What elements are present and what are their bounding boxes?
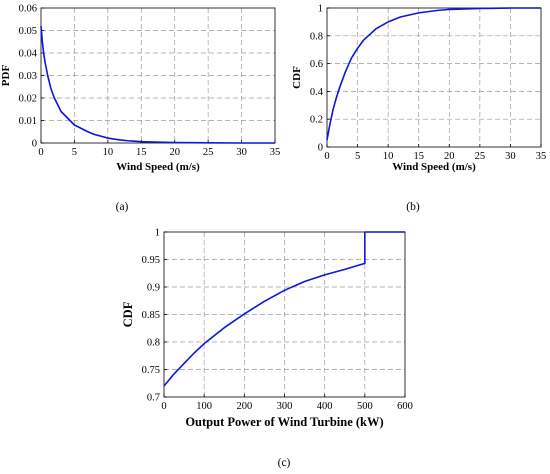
chart-c-xtick-label: 400	[317, 401, 333, 412]
chart-a-xtick-label: 10	[103, 147, 114, 158]
chart-a-xtick-label: 25	[203, 147, 214, 158]
chart-b-xtick-label: 25	[475, 151, 486, 162]
chart-b-series-line	[326, 7, 541, 141]
chart-a-pdf: 0 5 10 15 20 25 30 35 0 0.01 0.02 0.03 0.04 0.05 0.06 W…	[0, 4, 280, 214]
chart-a-xtick-label: 5	[72, 147, 77, 158]
chart-a-series-line	[40, 25, 275, 144]
chart-c-series-line	[163, 231, 405, 387]
chart-b-xtick-label: 20	[444, 151, 455, 162]
chart-c-xlabel: Output Power of Wind Turbine (kW)	[185, 415, 383, 429]
chart-c-ytick-label: 0.9	[147, 283, 160, 294]
chart-b-ytick-label: 0	[318, 143, 323, 154]
chart-a-ylabel: PDF	[0, 65, 12, 87]
chart-b-ytick-label: 0.4	[310, 87, 324, 98]
chart-c-ytick-label: 0.75	[142, 365, 160, 376]
chart-c-ylabel: CDF	[121, 301, 135, 327]
chart-c-xtick-label: 100	[196, 401, 212, 412]
chart-b-xtick-label: 10	[383, 151, 394, 162]
chart-c-ytick-label: 0.85	[142, 310, 160, 321]
chart-b-ytick-label: 0.2	[310, 115, 323, 126]
chart-a-xtick-label: 20	[169, 147, 180, 158]
chart-b-ytick-label: 0.8	[310, 31, 323, 42]
chart-c-xtick-label: 0	[161, 401, 166, 412]
chart-b-ytick-label: 0.6	[310, 59, 323, 70]
chart-a-xtick-label: 30	[236, 147, 247, 158]
chart-c-ytick-label: 1	[155, 228, 160, 239]
chart-a-ytick-label: 0.01	[19, 116, 37, 127]
chart-b-xtick-label: 0	[324, 151, 329, 162]
chart-c-xtick-label: 600	[397, 401, 413, 412]
chart-b-cdf: 0 5 10 15 20 25 30 35 0 0.2 0.4 0.6 0.8 1 Wind Speed (…	[291, 4, 546, 214]
chart-a-ytick-label: 0.05	[19, 26, 37, 37]
chart-b-xtick-label: 35	[536, 151, 547, 162]
chart-a-xtick-label: 15	[136, 147, 147, 158]
chart-a-caption: (a)	[116, 201, 129, 213]
chart-b-xtick-label: 30	[505, 151, 516, 162]
chart-c-caption: (c)	[278, 457, 291, 469]
chart-a-xlabel: Wind Speed (m/s)	[116, 161, 200, 173]
chart-a-ytick-label: 0.02	[19, 94, 37, 105]
chart-a-xtick-label: 0	[38, 147, 43, 158]
chart-a-xtick-label: 35	[270, 147, 281, 158]
chart-c-ytick-label: 0.8	[147, 338, 160, 349]
chart-b-ytick-label: 1	[318, 4, 323, 15]
chart-c-power-cdf: 0 100 200 300 400 500 600 0.7 0.75 0.8 0.85 0.9 0.95…	[121, 228, 413, 470]
chart-a-ytick-label: 0.03	[19, 71, 37, 82]
chart-b-xlabel: Wind Speed (m/s)	[392, 161, 476, 173]
chart-b-caption: (b)	[406, 201, 420, 213]
chart-b-xtick-label: 15	[413, 151, 424, 162]
chart-c-xtick-label: 500	[357, 401, 373, 412]
chart-b-ylabel: CDF	[291, 66, 303, 89]
chart-c-ytick-label: 0.7	[147, 393, 160, 404]
chart-a-ytick-label: 0	[32, 139, 37, 150]
chart-a-ytick-label: 0.04	[19, 49, 38, 60]
chart-c-ytick-label: 0.95	[142, 255, 160, 266]
chart-b-frame	[326, 7, 542, 148]
chart-a-ytick-label: 0.06	[19, 4, 37, 15]
chart-c-xtick-label: 300	[277, 401, 293, 412]
chart-b-xtick-label: 5	[355, 151, 360, 162]
chart-c-xtick-label: 200	[236, 401, 252, 412]
